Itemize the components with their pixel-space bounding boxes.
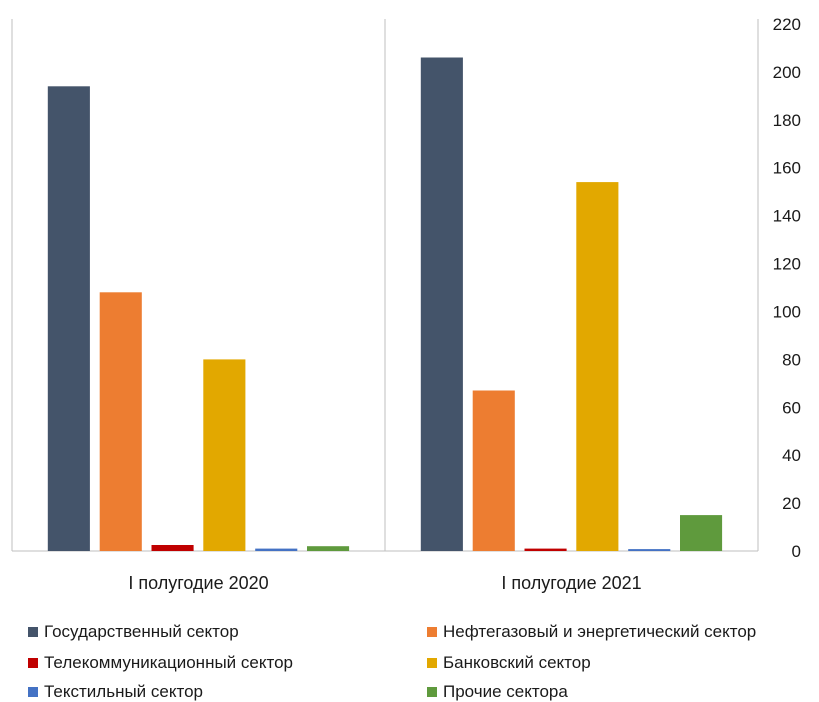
legend-label: Государственный сектор — [44, 622, 239, 641]
bar — [203, 359, 246, 551]
y-tick-label: 0 — [792, 542, 801, 561]
x-axis-labels: I полугодие 2020 I полугодие 2021 — [128, 573, 641, 593]
legend-swatch — [28, 658, 38, 668]
bar — [576, 182, 619, 551]
y-tick-label: 60 — [782, 398, 801, 417]
y-tick-label: 160 — [773, 159, 801, 178]
legend-item-textile: Текстильный сектор — [28, 682, 203, 702]
y-tick-label: 80 — [782, 350, 801, 369]
bar — [628, 549, 671, 551]
bar-chart: 0 20 40 60 80 100 120 140 160 180 200 220 I полугод… — [11, 15, 801, 593]
legend-swatch — [28, 687, 38, 697]
y-tick-label: 100 — [773, 303, 801, 322]
legend-label: Нефтегазовый и энергетический сектор — [443, 622, 757, 641]
y-tick-label: 180 — [773, 111, 801, 130]
x-category-label: I полугодие 2021 — [501, 573, 641, 593]
x-category-label: I полугодие 2020 — [128, 573, 268, 593]
y-axis-ticks: 0 20 40 60 80 100 120 140 160 180 200 220 — [773, 15, 801, 561]
legend-item-banking: Банковский сектор — [427, 653, 591, 673]
bar — [472, 390, 515, 551]
y-tick-label: 220 — [773, 15, 801, 34]
legend-label: Текстильный сектор — [44, 682, 203, 701]
legend-label: Прочие сектора — [443, 682, 568, 701]
bar — [151, 545, 194, 551]
y-tick-label: 200 — [773, 63, 801, 82]
legend-swatch — [427, 658, 437, 668]
bar — [255, 548, 298, 551]
bars-group — [47, 57, 723, 552]
bar — [99, 292, 142, 551]
legend-item-gov: Государственный сектор — [28, 622, 239, 642]
bar — [524, 548, 567, 551]
bar — [307, 546, 350, 551]
bar — [420, 57, 463, 551]
y-tick-label: 40 — [782, 446, 801, 465]
legend-item-other: Прочие сектора — [427, 682, 568, 702]
legend-label: Банковский сектор — [443, 653, 591, 672]
legend-item-telecom: Телекоммуникационный сектор — [28, 653, 293, 673]
legend: Государственный сектор Нефтегазовый и эн… — [0, 612, 819, 702]
legend-label: Телекоммуникационный сектор — [44, 653, 293, 672]
legend-swatch — [427, 627, 437, 637]
y-tick-label: 140 — [773, 207, 801, 226]
bar — [47, 86, 90, 552]
legend-swatch — [427, 687, 437, 697]
y-tick-label: 120 — [773, 255, 801, 274]
legend-swatch — [28, 627, 38, 637]
y-tick-label: 20 — [782, 494, 801, 513]
bar — [680, 515, 723, 551]
legend-item-oil-gas: Нефтегазовый и энергетический сектор — [427, 622, 756, 642]
